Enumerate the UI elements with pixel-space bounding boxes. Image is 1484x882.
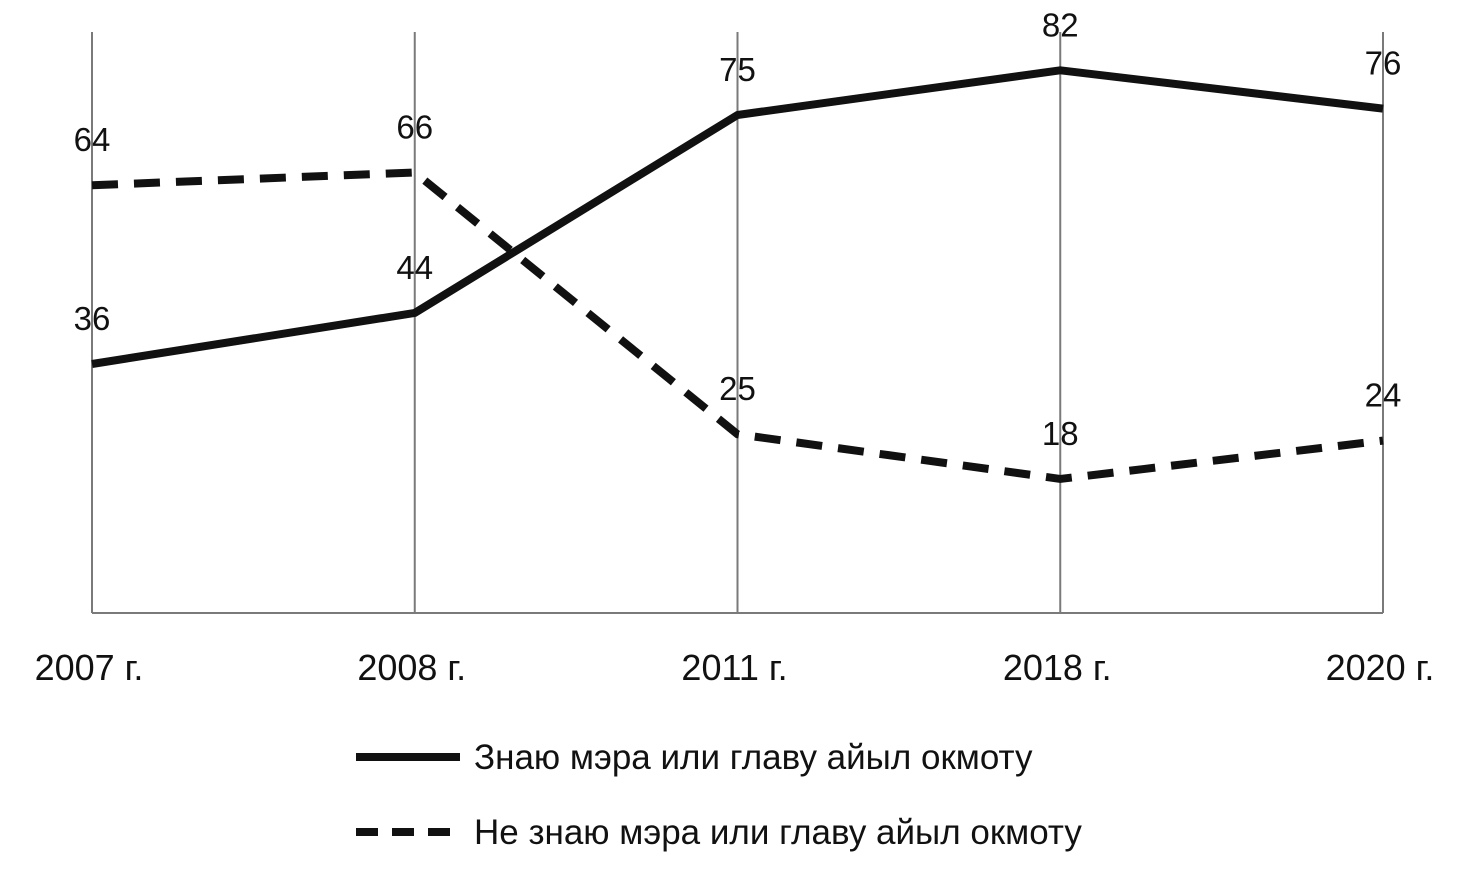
data-label-s1-2: 25 <box>719 370 756 407</box>
data-labels: 36 44 75 82 76 64 66 25 18 24 <box>74 6 1402 452</box>
data-label-s1-1: 66 <box>396 108 433 145</box>
data-label-s0-2: 75 <box>719 51 756 88</box>
legend-label-1: Не знаю мэра или главу айыл окмоту <box>474 813 1082 852</box>
vertical-gridlines <box>91 32 1384 613</box>
x-tick-label-4: 2020 г. <box>1326 647 1435 688</box>
data-label-s0-1: 44 <box>396 249 433 286</box>
data-label-s0-0: 36 <box>74 300 111 337</box>
x-tick-label-0: 2007 г. <box>35 647 144 688</box>
series-line-know <box>91 66 1384 368</box>
data-label-s1-4: 24 <box>1365 377 1402 414</box>
data-label-s1-3: 18 <box>1042 415 1079 452</box>
x-tick-label-1: 2008 г. <box>357 647 466 688</box>
x-tick-labels: 2007 г. 2008 г. 2011 г. 2018 г. 2020 г. <box>35 647 1435 688</box>
series-lines <box>91 66 1384 483</box>
data-label-s0-3: 82 <box>1042 6 1079 43</box>
data-label-s1-0: 64 <box>74 121 111 158</box>
series-line-dont-know <box>91 168 1384 483</box>
legend: Знаю мэра или главу айыл окмоту Не знаю м… <box>356 738 1082 852</box>
x-tick-label-2: 2011 г. <box>681 647 787 688</box>
legend-label-0: Знаю мэра или главу айыл окмоту <box>474 738 1033 777</box>
x-tick-label-3: 2018 г. <box>1003 647 1112 688</box>
data-label-s0-4: 76 <box>1365 45 1402 82</box>
